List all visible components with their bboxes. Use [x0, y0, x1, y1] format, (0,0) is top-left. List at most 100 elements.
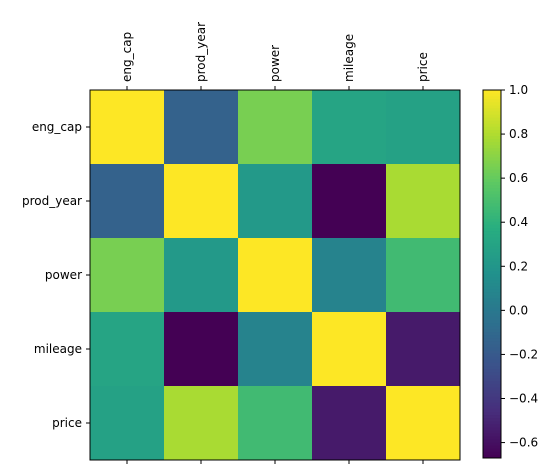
colorbar-segment	[483, 445, 501, 450]
colorbar-tick-label: 0.6	[509, 171, 528, 185]
colorbar-segment	[483, 206, 501, 211]
colorbar-segment	[483, 433, 501, 438]
colorbar-segment	[483, 430, 501, 434]
colorbar-segment	[483, 289, 501, 293]
colorbar-segment	[483, 243, 501, 247]
colorbar-segment	[483, 375, 501, 379]
colorbar-segment	[483, 378, 501, 382]
heatmap-cell	[164, 312, 239, 387]
heatmap-cell	[164, 238, 239, 313]
heatmap-cell	[238, 164, 313, 239]
colorbar-segment	[483, 228, 501, 232]
colorbar-segment	[483, 136, 501, 140]
heatmap-cell	[90, 312, 165, 387]
colorbar-frame	[482, 89, 502, 459]
colorbar-segment	[483, 298, 501, 303]
colorbar-segment	[483, 175, 501, 180]
colorbar-segment	[483, 145, 501, 149]
colorbar-segment	[483, 123, 501, 128]
colorbar-segment	[483, 310, 501, 315]
colorbar-tick-label: 0.4	[509, 215, 528, 229]
colorbar-segment	[483, 157, 501, 162]
colorbar-segment	[483, 215, 501, 220]
colorbar-tick-label: 0.2	[509, 259, 528, 273]
colorbar-segment	[483, 421, 501, 425]
colorbar-tick-label: 0.0	[509, 303, 528, 317]
colorbar-segment	[483, 160, 501, 165]
colorbar-segment	[483, 341, 501, 346]
colorbar-segment	[483, 200, 501, 204]
colorbar-segment	[483, 264, 501, 269]
heatmap-cell	[312, 164, 387, 239]
colorbar-segment	[483, 408, 501, 413]
colorbar-segment	[483, 405, 501, 410]
colorbar-segment	[483, 197, 501, 201]
colorbar-segment	[483, 96, 501, 100]
colorbar-tick-label: −0.2	[509, 347, 538, 361]
colorbar-segment	[483, 166, 501, 171]
heatmap-cell	[386, 312, 461, 387]
colorbar-segment	[483, 126, 501, 131]
colorbar-segment	[483, 387, 501, 392]
y-tick-label: eng_cap	[32, 120, 82, 134]
colorbar-segment	[483, 313, 501, 318]
colorbar-segment	[483, 307, 501, 312]
colorbar-segment	[483, 451, 501, 456]
colorbar-segment	[483, 427, 501, 431]
heatmap-cell	[312, 238, 387, 313]
colorbar-segment	[483, 295, 501, 300]
heatmap-cell	[238, 90, 313, 165]
x-tick-label: power	[268, 45, 282, 82]
heatmap-cell	[90, 164, 165, 239]
colorbar-segment	[483, 252, 501, 257]
colorbar-segment	[483, 329, 501, 333]
colorbar-segment	[483, 231, 501, 235]
colorbar-segment	[483, 332, 501, 336]
colorbar-segment	[483, 390, 501, 395]
colorbar-segment	[483, 99, 501, 103]
colorbar-segment	[483, 353, 501, 358]
heatmap-cell	[164, 164, 239, 239]
heatmap-cell	[164, 90, 239, 165]
colorbar-segment	[483, 415, 501, 419]
colorbar-segment	[483, 280, 501, 284]
colorbar-segment	[483, 320, 501, 324]
colorbar-segment	[483, 338, 501, 342]
colorbar-segment	[483, 203, 501, 208]
colorbar-segment	[483, 191, 501, 195]
x-tick-label: prod_year	[194, 22, 208, 82]
colorbar-segment	[483, 209, 501, 214]
colorbar-segment	[483, 93, 501, 97]
colorbar-segment	[483, 362, 501, 367]
heatmap-cell	[386, 238, 461, 313]
colorbar-segment	[483, 356, 501, 361]
colorbar-segment	[483, 402, 501, 407]
colorbar-segment	[483, 258, 501, 263]
heatmap-cell	[312, 90, 387, 165]
colorbar-segment	[483, 326, 501, 330]
colorbar-segment	[483, 292, 501, 296]
heatmap-cell	[386, 90, 461, 165]
colorbar-segment	[483, 372, 501, 376]
heatmap-cell	[90, 386, 165, 461]
colorbar-segment	[483, 454, 501, 459]
colorbar-segment	[483, 301, 501, 306]
colorbar-segment	[483, 169, 501, 174]
heatmap-cells	[90, 90, 461, 461]
colorbar-segment	[483, 114, 501, 119]
colorbar-segment	[483, 393, 501, 398]
y-tick-label: price	[52, 416, 82, 430]
colorbar-segment	[483, 369, 501, 373]
colorbar-segment	[483, 442, 501, 447]
colorbar-segment	[483, 111, 501, 116]
colorbar-segment	[483, 194, 501, 198]
colorbar-segment	[483, 129, 501, 134]
heatmap-cell	[238, 238, 313, 313]
heatmap-cell	[386, 386, 461, 461]
colorbar-segment	[483, 105, 501, 109]
heatmap-cell	[238, 312, 313, 387]
colorbar-segment	[483, 120, 501, 125]
colorbar-segment	[483, 350, 501, 355]
colorbar-segment	[483, 366, 501, 370]
